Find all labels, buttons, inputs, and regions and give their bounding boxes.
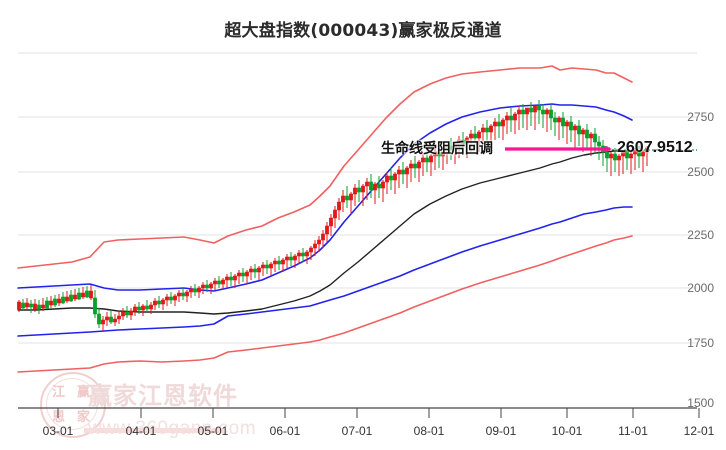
y-axis-tick-1500: 1500 bbox=[687, 396, 714, 410]
x-axis-tick-06-01: 06-01 bbox=[269, 424, 301, 438]
annotation-pullback-note: 生命线受阻后回调 bbox=[381, 141, 493, 157]
x-axis-tick-09-01: 09-01 bbox=[485, 424, 517, 438]
chart-overlays bbox=[505, 145, 697, 153]
channel-bands bbox=[17, 65, 633, 373]
x-axis-tick-08-01: 08-01 bbox=[413, 424, 445, 438]
last-price-label: 2607.9512 bbox=[617, 139, 693, 156]
chart-axis bbox=[18, 407, 700, 418]
x-axis-tick-03-01: 03-01 bbox=[42, 424, 74, 438]
y-axis-tick-1750: 1750 bbox=[687, 336, 714, 350]
y-axis-tick-2250: 2250 bbox=[687, 228, 714, 242]
x-axis-tick-04-01: 04-01 bbox=[125, 424, 157, 438]
x-axis-tick-10-01: 10-01 bbox=[551, 424, 583, 438]
x-axis-tick-11-01: 11-01 bbox=[618, 424, 648, 438]
candlestick-series bbox=[17, 100, 649, 332]
x-axis-tick-12-01: 12-01 bbox=[683, 424, 715, 438]
x-axis-tick-07-01: 07-01 bbox=[341, 424, 373, 438]
y-axis-tick-2750: 2750 bbox=[687, 110, 714, 124]
y-axis-tick-2000: 2000 bbox=[687, 281, 714, 295]
x-axis-tick-05-01: 05-01 bbox=[197, 424, 229, 438]
page-title: 超大盘指数(000043)赢家极反通道 bbox=[224, 21, 502, 41]
y-axis-tick-2500: 2500 bbox=[687, 165, 714, 179]
